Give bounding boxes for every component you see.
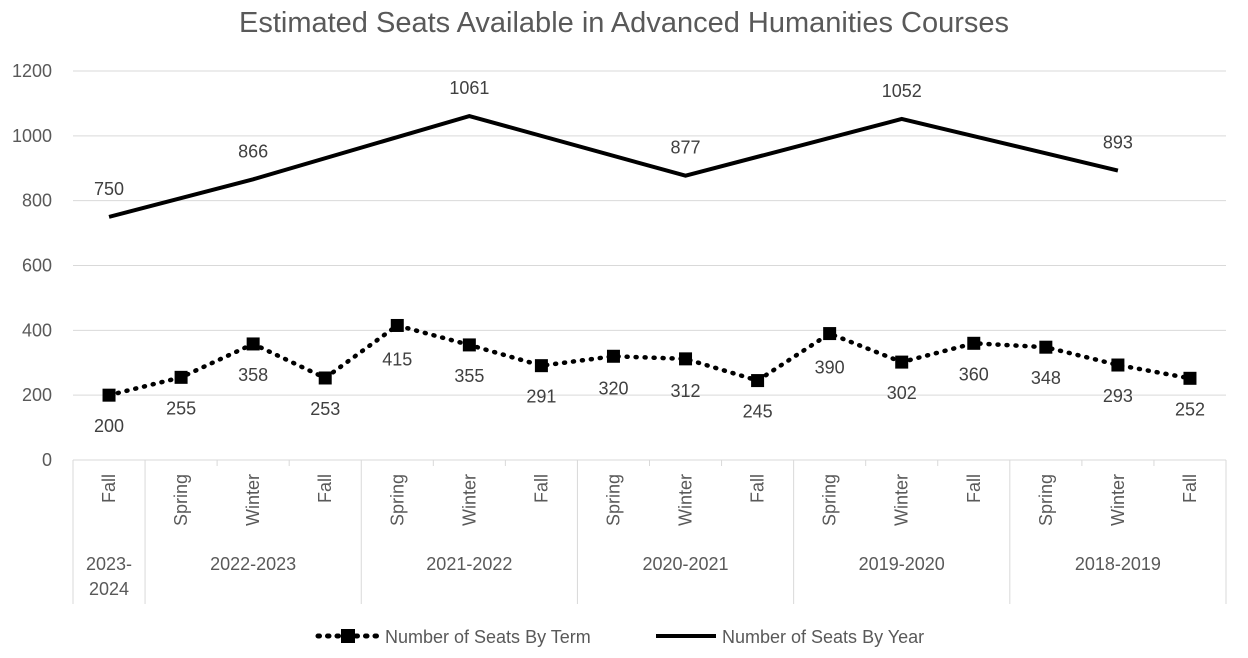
legend-label-by-year: Number of Seats By Year	[722, 627, 924, 647]
year-group-label: 2019-2020	[859, 554, 945, 574]
data-label-by-year: 750	[94, 179, 124, 199]
chart-title: Estimated Seats Available in Advanced Hu…	[239, 7, 1009, 39]
data-label-by-year: 893	[1103, 133, 1133, 153]
data-point-marker	[534, 359, 548, 373]
data-label-by-term: 348	[1031, 368, 1061, 388]
term-label: Spring	[171, 474, 191, 526]
legend-item-by-year: Number of Seats By Year	[656, 627, 924, 647]
data-label-by-term: 255	[166, 398, 196, 418]
term-label: Winter	[243, 474, 263, 526]
data-point-marker	[1111, 358, 1125, 372]
y-tick-label: 200	[22, 385, 52, 405]
gridlines	[73, 70, 1226, 396]
legend: Number of Seats By Term Number of Seats …	[315, 627, 924, 647]
year-group-label: 2023-	[86, 554, 132, 574]
term-label: Fall	[964, 474, 984, 503]
data-point-marker	[1039, 340, 1053, 354]
term-label: Fall	[99, 474, 119, 503]
year-group-label: 2022-2023	[210, 554, 296, 574]
term-label: Fall	[1180, 474, 1200, 503]
data-label-by-term: 360	[959, 364, 989, 384]
series-line-by-term	[106, 323, 1193, 398]
data-label-by-year: 866	[238, 141, 268, 161]
data-point-marker	[967, 336, 981, 350]
term-label: Fall	[748, 474, 768, 503]
y-tick-label: 0	[42, 450, 52, 470]
category-axis: Fall Spring Winter Fall Spring Winter Fall Spri…	[72, 459, 1227, 604]
data-label-by-year: 1052	[882, 81, 922, 101]
term-label: Fall	[531, 474, 551, 503]
year-group-label: 2018-2019	[1075, 554, 1161, 574]
data-label-by-term: 312	[671, 381, 701, 401]
data-label-by-term: 415	[382, 349, 412, 369]
data-label-by-term: 320	[598, 378, 628, 398]
data-label-by-term: 355	[454, 366, 484, 386]
data-label-by-year: 877	[671, 138, 701, 158]
y-tick-label: 1200	[12, 61, 52, 81]
data-label-by-term: 358	[238, 365, 268, 385]
data-label-by-term: 302	[887, 383, 917, 403]
data-point-marker	[462, 338, 476, 352]
data-point-marker	[895, 355, 909, 369]
data-point-marker	[174, 370, 188, 384]
data-label-by-term: 253	[310, 399, 340, 419]
term-label: Winter	[1108, 474, 1128, 526]
data-point-marker	[606, 349, 620, 363]
data-point-marker	[318, 371, 332, 385]
term-label: Fall	[315, 474, 335, 503]
data-label-by-term: 252	[1175, 399, 1205, 419]
series-line-by-year	[108, 113, 1119, 219]
y-tick-label: 1000	[12, 126, 52, 146]
year-group-label: 2020-2021	[642, 554, 728, 574]
series-number-of-seats-by-year	[108, 113, 1119, 219]
year-group-label: 2021-2022	[426, 554, 512, 574]
data-point-marker	[246, 337, 260, 351]
data-label-by-term: 291	[526, 387, 556, 407]
data-label-by-term: 245	[743, 402, 773, 422]
term-label: Spring	[603, 474, 623, 526]
data-label-by-year: 1061	[449, 78, 489, 98]
legend-item-by-term: Number of Seats By Term	[315, 627, 591, 647]
data-point-marker	[102, 388, 116, 402]
term-label: Winter	[892, 474, 912, 526]
y-tick-label: 800	[22, 191, 52, 211]
data-point-marker	[679, 352, 693, 366]
y-axis-tick-labels: 0 200 400 600 800 1000 1200	[12, 61, 52, 470]
data-label-by-term: 390	[815, 358, 845, 378]
data-labels: 200 255 358 253 415 355 291 320 312 245 390 302 360 3…	[94, 78, 1205, 436]
term-label: Spring	[1036, 474, 1056, 526]
year-group-label: 2024	[89, 579, 129, 599]
legend-marker-square	[341, 629, 355, 643]
data-point-marker	[823, 327, 837, 341]
legend-label-by-term: Number of Seats By Term	[385, 627, 591, 647]
series-number-of-seats-by-term	[102, 318, 1197, 402]
term-label: Spring	[820, 474, 840, 526]
data-point-marker	[390, 318, 404, 332]
y-tick-label: 600	[22, 256, 52, 276]
data-label-by-term: 200	[94, 416, 124, 436]
term-label: Spring	[387, 474, 407, 526]
term-label: Winter	[676, 474, 696, 526]
term-label: Winter	[459, 474, 479, 526]
data-label-by-term: 293	[1103, 386, 1133, 406]
data-point-marker	[751, 374, 765, 388]
data-point-marker	[1183, 371, 1197, 385]
y-tick-label: 400	[22, 320, 52, 340]
